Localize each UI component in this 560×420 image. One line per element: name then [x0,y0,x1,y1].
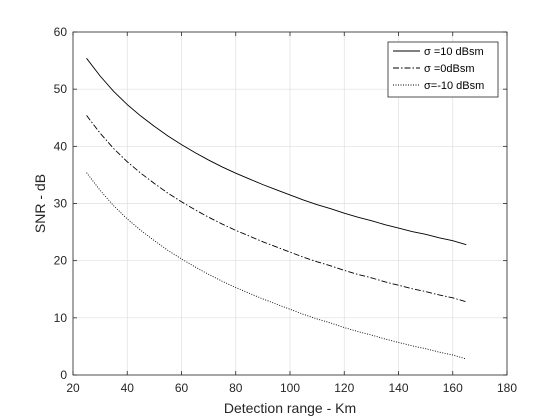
y-tick-label: 50 [54,82,68,96]
x-tick-label: 160 [443,381,463,395]
y-tick-label: 0 [60,368,67,382]
series-line-1 [86,58,467,246]
x-tick-label: 180 [497,381,517,395]
legend: σ =10 dBsm σ =0dBsm σ=-10 dBsm [387,41,499,98]
y-tick-label: 30 [54,197,68,211]
x-tick-label: 120 [334,381,354,395]
x-tick-label: 20 [66,381,80,395]
legend-label-3: σ=-10 dBsm [424,80,484,92]
y-tick-label: 10 [54,311,68,325]
series-line-3 [86,172,467,360]
tick-labels: 20 40 60 80 100 120 140 160 180 0 10 20 30 40 50 60 [54,25,518,395]
x-tick-label: 80 [229,381,243,395]
x-tick-label: 140 [388,381,408,395]
legend-label-2: σ =0dBsm [424,63,475,75]
y-tick-label: 40 [54,139,68,153]
axis-ticks [72,31,508,376]
x-tick-label: 100 [280,381,300,395]
x-axis-title: Detection range - Km [224,400,356,416]
y-tick-label: 20 [54,254,68,268]
x-tick-label: 60 [175,381,189,395]
y-axis-title: SNR - dB [32,174,48,233]
x-tick-label: 40 [121,381,135,395]
series-lines [86,58,467,360]
y-tick-label: 60 [54,25,68,39]
series-line-2 [86,115,467,303]
legend-label-1: σ =10 dBsm [424,46,484,58]
